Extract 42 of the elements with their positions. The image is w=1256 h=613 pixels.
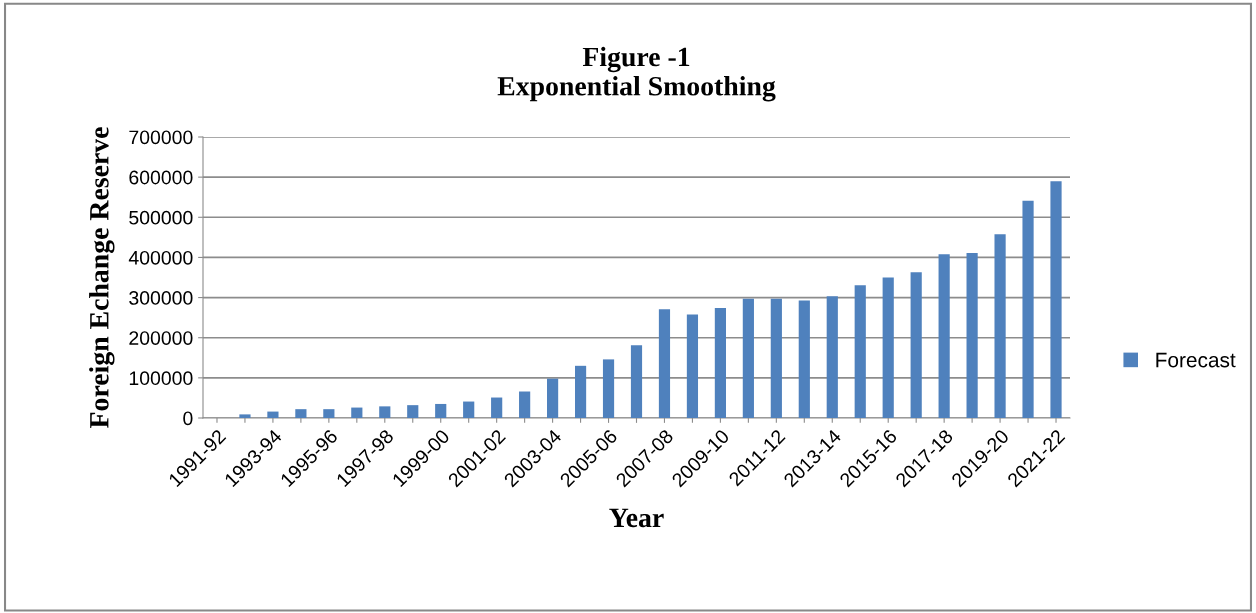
bar (435, 403, 447, 418)
y-tick-label: 200000 (129, 331, 193, 345)
y-tick-label: 500000 (129, 210, 193, 225)
bar (686, 314, 699, 418)
legend-label: Forecast (1156, 352, 1236, 368)
bar (351, 407, 363, 418)
bar (1050, 181, 1062, 418)
y-axis-title: Foreign Echange Reserve (89, 127, 115, 428)
bar (994, 234, 1006, 418)
bar (602, 359, 615, 418)
bar (323, 409, 335, 418)
bar (854, 285, 866, 418)
bar (295, 409, 307, 418)
bar (239, 414, 251, 418)
chart-title: Figure -1 Exponential Smoothing (497, 46, 776, 102)
x-axis-title: Year (609, 508, 664, 528)
y-tick-label: 600000 (129, 170, 193, 185)
bar (882, 277, 894, 418)
bar (547, 378, 559, 418)
bar (1022, 200, 1034, 418)
bar (966, 253, 978, 418)
bar (491, 397, 503, 418)
bar (714, 308, 726, 418)
y-tick-label: 400000 (128, 250, 193, 265)
bar (519, 391, 531, 418)
y-tick-label: 100000 (129, 371, 193, 386)
y-tick-label: 300000 (129, 291, 193, 305)
bar (630, 345, 643, 418)
bar (770, 298, 782, 418)
bar (938, 254, 950, 418)
y-tick-label: 700000 (129, 130, 193, 145)
bar (658, 309, 671, 418)
bar (910, 272, 922, 418)
bar (742, 298, 754, 418)
bar (379, 406, 391, 418)
bar (267, 411, 279, 418)
bar (574, 365, 587, 418)
y-tick-label: 0 (183, 411, 193, 426)
bar (798, 300, 810, 418)
bar (826, 296, 838, 418)
bar (463, 401, 475, 418)
bar (407, 405, 419, 418)
